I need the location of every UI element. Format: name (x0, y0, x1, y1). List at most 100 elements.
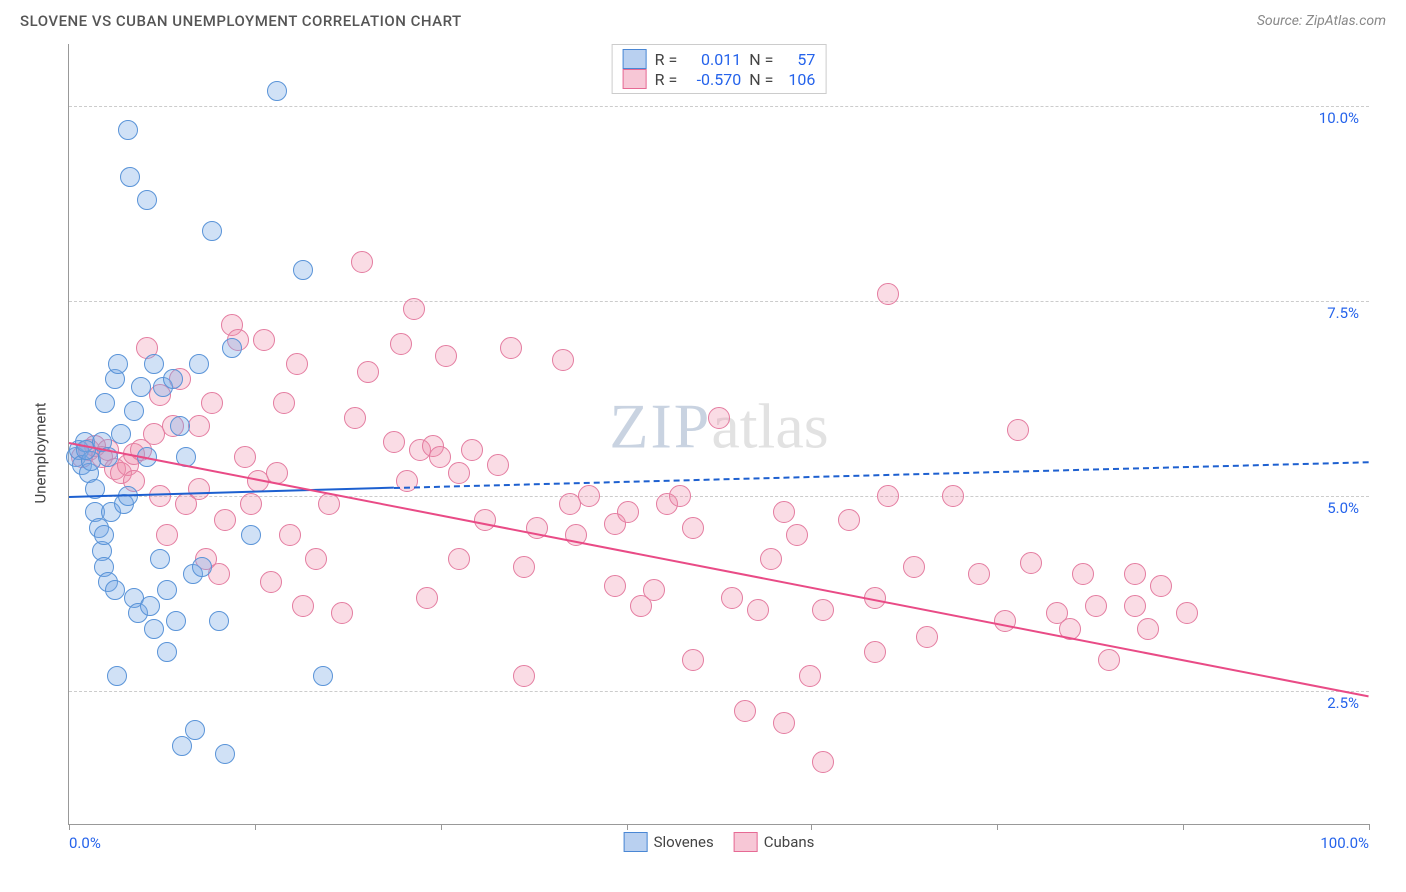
cubans-r-value: -0.570 (685, 70, 741, 89)
x-tick (69, 824, 70, 830)
cubans-swatch-icon (734, 832, 758, 852)
gridline (69, 691, 1369, 692)
cubans-point (383, 431, 405, 453)
cubans-point (773, 712, 795, 734)
cubans-point (286, 353, 308, 375)
cubans-point (448, 548, 470, 570)
cubans-point (240, 493, 262, 515)
y-tick-label: 5.0% (1327, 499, 1359, 517)
cubans-point (448, 462, 470, 484)
cubans-point (1098, 649, 1120, 671)
slovenes-trendline-extrapolated (394, 461, 1369, 489)
cubans-point (786, 524, 808, 546)
cubans-point (747, 599, 769, 621)
cubans-point (734, 700, 756, 722)
y-tick-label: 2.5% (1327, 694, 1359, 712)
slovenes-point (163, 369, 183, 389)
cubans-point (188, 478, 210, 500)
x-tick (441, 824, 442, 830)
slovenes-r-value: 0.011 (685, 50, 741, 69)
cubans-point (1085, 595, 1107, 617)
slovenes-point (170, 416, 190, 436)
slovenes-point (95, 393, 115, 413)
x-tick (811, 824, 812, 830)
slovenes-swatch-icon (624, 832, 648, 852)
slovenes-point (94, 525, 114, 545)
slovenes-point (209, 611, 229, 631)
r-label: R = (655, 70, 678, 89)
cubans-point (435, 345, 457, 367)
cubans-point (877, 485, 899, 507)
cubans-point (1020, 552, 1042, 574)
cubans-point (513, 556, 535, 578)
cubans-point (1137, 618, 1159, 640)
slovenes-n-value: 57 (781, 50, 815, 69)
cubans-point (487, 454, 509, 476)
cubans-point (188, 415, 210, 437)
gridline (69, 301, 1369, 302)
cubans-point (513, 665, 535, 687)
slovenes-point (192, 557, 212, 577)
x-tick (255, 824, 256, 830)
cubans-point (474, 509, 496, 531)
cubans-point (669, 485, 691, 507)
cubans-point (292, 595, 314, 617)
cubans-point (1072, 563, 1094, 585)
plot-area: ZIPatlas R = 0.011 N = 57 R = -0.570 N =… (68, 44, 1369, 825)
cubans-point (864, 641, 886, 663)
watermark-part1: ZIP (609, 391, 711, 462)
slovenes-point (157, 580, 177, 600)
gridline (69, 496, 1369, 497)
slovenes-point (215, 744, 235, 764)
cubans-point (1150, 575, 1172, 597)
slovenes-point (144, 619, 164, 639)
cubans-point (760, 548, 782, 570)
correlation-legend: R = 0.011 N = 57 R = -0.570 N = 106 (612, 44, 827, 94)
cubans-point (149, 485, 171, 507)
cubans-point (838, 509, 860, 531)
legend-row-slovenes: R = 0.011 N = 57 (623, 49, 816, 69)
slovenes-point (131, 377, 151, 397)
slovenes-point (111, 424, 131, 444)
gridline (69, 106, 1369, 107)
cubans-point (351, 251, 373, 273)
y-axis-label: Unemployment (32, 402, 50, 503)
cubans-point (1124, 563, 1146, 585)
slovenes-point (189, 354, 209, 374)
chart-container: Unemployment ZIPatlas R = 0.011 N = 57 R… (20, 38, 1386, 868)
cubans-point (877, 283, 899, 305)
n-label: N = (749, 70, 773, 89)
cubans-point (812, 599, 834, 621)
cubans-point (273, 392, 295, 414)
slovenes-point (157, 642, 177, 662)
slovenes-point (140, 596, 160, 616)
cubans-point (390, 333, 412, 355)
cubans-point (903, 556, 925, 578)
slovenes-point (137, 190, 157, 210)
slovenes-point (222, 338, 242, 358)
legend-item-slovenes: Slovenes (624, 832, 714, 852)
cubans-point (1176, 602, 1198, 624)
cubans-point (552, 349, 574, 371)
cubans-point (201, 392, 223, 414)
slovenes-point (108, 354, 128, 374)
cubans-point (799, 665, 821, 687)
slovenes-point (185, 720, 205, 740)
cubans-point (156, 524, 178, 546)
slovenes-point (105, 580, 125, 600)
cubans-point (1007, 419, 1029, 441)
cubans-point (253, 329, 275, 351)
r-label: R = (655, 50, 678, 69)
cubans-point (708, 407, 730, 429)
cubans-point (1124, 595, 1146, 617)
slovenes-point (202, 221, 222, 241)
cubans-point (234, 446, 256, 468)
slovenes-swatch-icon (623, 49, 647, 69)
cubans-point (617, 501, 639, 523)
x-tick-label: 0.0% (69, 834, 101, 852)
cubans-point (357, 361, 379, 383)
cubans-point (916, 626, 938, 648)
cubans-point (305, 548, 327, 570)
slovenes-point (144, 354, 164, 374)
cubans-point (416, 587, 438, 609)
